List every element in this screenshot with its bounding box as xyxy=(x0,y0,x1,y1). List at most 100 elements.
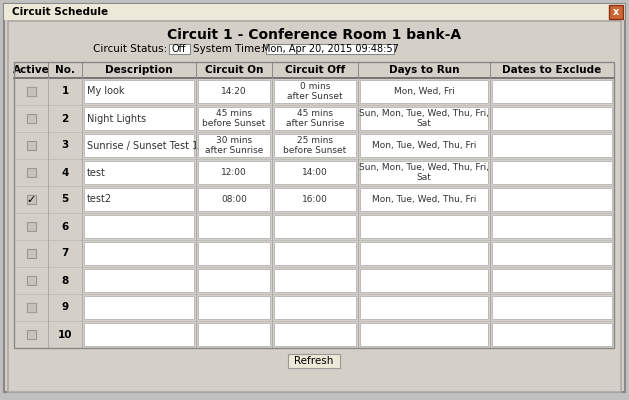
Text: Circuit Off: Circuit Off xyxy=(285,65,345,75)
Bar xyxy=(169,44,190,54)
Text: 6: 6 xyxy=(62,222,69,232)
Bar xyxy=(492,134,612,157)
Bar xyxy=(26,141,35,150)
Bar xyxy=(492,161,612,184)
Bar xyxy=(360,296,488,319)
Text: 45 mins
before Sunset: 45 mins before Sunset xyxy=(203,109,265,128)
Text: Description: Description xyxy=(105,65,173,75)
Text: Circuit Schedule: Circuit Schedule xyxy=(12,7,108,17)
Text: 16:00: 16:00 xyxy=(302,195,328,204)
Bar xyxy=(26,249,35,258)
Bar xyxy=(4,4,625,20)
Bar xyxy=(266,44,394,54)
Bar xyxy=(274,188,356,211)
Bar xyxy=(360,242,488,265)
Bar xyxy=(84,107,194,130)
Bar xyxy=(198,323,270,346)
Text: 4: 4 xyxy=(61,168,69,178)
Text: Circuit Status:: Circuit Status: xyxy=(92,44,167,54)
Bar xyxy=(198,161,270,184)
Bar xyxy=(360,215,488,238)
Bar xyxy=(360,269,488,292)
Text: No.: No. xyxy=(55,65,75,75)
Bar xyxy=(14,294,614,321)
Text: Night Lights: Night Lights xyxy=(87,114,146,124)
Text: System Time:: System Time: xyxy=(193,44,264,54)
Bar xyxy=(14,159,614,186)
Text: Circuit 1 - Conference Room 1 bank-A: Circuit 1 - Conference Room 1 bank-A xyxy=(167,28,461,42)
Bar xyxy=(198,242,270,265)
Bar xyxy=(14,62,614,348)
Bar xyxy=(14,321,614,348)
Text: 8: 8 xyxy=(62,276,69,286)
Bar xyxy=(492,323,612,346)
Text: Sun, Mon, Tue, Wed, Thu, Fri,
Sat: Sun, Mon, Tue, Wed, Thu, Fri, Sat xyxy=(359,109,489,128)
Bar xyxy=(492,188,612,211)
Text: Off: Off xyxy=(172,44,186,54)
Bar xyxy=(84,242,194,265)
Bar xyxy=(84,215,194,238)
Bar xyxy=(26,195,35,204)
Bar xyxy=(26,222,35,231)
Bar xyxy=(14,186,614,213)
Bar xyxy=(360,134,488,157)
Bar xyxy=(274,323,356,346)
Bar xyxy=(84,134,194,157)
Text: 2: 2 xyxy=(62,114,69,124)
Text: 3: 3 xyxy=(62,140,69,150)
Bar xyxy=(274,215,356,238)
Text: My look: My look xyxy=(87,86,125,96)
Bar xyxy=(274,80,356,103)
Text: 30 mins
after Sunrise: 30 mins after Sunrise xyxy=(205,136,263,155)
Bar xyxy=(14,78,614,105)
Bar xyxy=(274,269,356,292)
Text: 08:00: 08:00 xyxy=(221,195,247,204)
Text: Mon, Wed, Fri: Mon, Wed, Fri xyxy=(394,87,454,96)
Bar xyxy=(492,215,612,238)
Bar xyxy=(198,80,270,103)
Bar xyxy=(84,80,194,103)
Bar xyxy=(26,87,35,96)
Text: Active: Active xyxy=(13,65,49,75)
Bar xyxy=(274,296,356,319)
Text: 14:20: 14:20 xyxy=(221,87,247,96)
Bar xyxy=(14,240,614,267)
Text: 0 mins
after Sunset: 0 mins after Sunset xyxy=(287,82,343,101)
Bar xyxy=(274,134,356,157)
Bar xyxy=(288,354,340,368)
Bar xyxy=(360,323,488,346)
Bar xyxy=(492,269,612,292)
Text: test: test xyxy=(87,168,106,178)
Text: Mon, Tue, Wed, Thu, Fri: Mon, Tue, Wed, Thu, Fri xyxy=(372,195,476,204)
Text: 9: 9 xyxy=(62,302,69,312)
Bar xyxy=(198,134,270,157)
Text: 14:00: 14:00 xyxy=(302,168,328,177)
Text: 7: 7 xyxy=(61,248,69,258)
Bar xyxy=(26,276,35,285)
Bar xyxy=(26,330,35,339)
Bar xyxy=(360,188,488,211)
Bar xyxy=(492,242,612,265)
Text: 10: 10 xyxy=(58,330,72,340)
Bar xyxy=(198,269,270,292)
Bar xyxy=(360,161,488,184)
Bar xyxy=(360,80,488,103)
Bar xyxy=(492,296,612,319)
Bar xyxy=(274,242,356,265)
Text: Mon, Tue, Wed, Thu, Fri: Mon, Tue, Wed, Thu, Fri xyxy=(372,141,476,150)
Text: 12:00: 12:00 xyxy=(221,168,247,177)
Bar xyxy=(609,5,623,19)
Bar xyxy=(198,215,270,238)
Bar xyxy=(360,107,488,130)
Text: Days to Run: Days to Run xyxy=(389,65,459,75)
Bar xyxy=(84,323,194,346)
Text: Circuit On: Circuit On xyxy=(205,65,263,75)
Text: Sun, Mon, Tue, Wed, Thu, Fri,
Sat: Sun, Mon, Tue, Wed, Thu, Fri, Sat xyxy=(359,163,489,182)
Bar xyxy=(14,267,614,294)
Bar xyxy=(274,161,356,184)
Bar xyxy=(14,105,614,132)
Text: 1: 1 xyxy=(62,86,69,96)
Text: Dates to Exclude: Dates to Exclude xyxy=(503,65,601,75)
Bar xyxy=(274,107,356,130)
Bar xyxy=(84,161,194,184)
